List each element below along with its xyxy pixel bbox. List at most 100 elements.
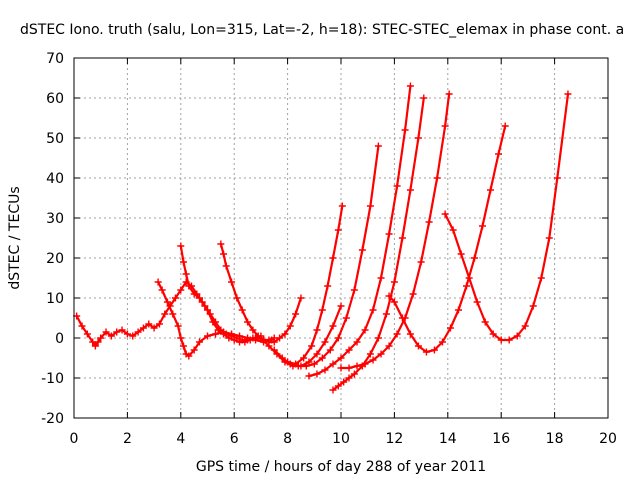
data-point — [321, 338, 329, 346]
data-point — [154, 278, 162, 286]
data-point — [350, 286, 358, 294]
data-point — [310, 360, 318, 368]
data-point — [337, 354, 345, 362]
data-point — [377, 274, 385, 282]
data-point — [471, 254, 478, 262]
series-1 — [73, 278, 265, 350]
data-point — [414, 134, 422, 142]
data-point — [177, 334, 185, 342]
x-tick-label: 18 — [546, 431, 564, 447]
data-point — [174, 322, 182, 330]
x-tick-label: 14 — [439, 431, 457, 447]
x-tick-label: 4 — [176, 431, 185, 447]
series-7 — [270, 142, 382, 370]
data-point — [286, 360, 294, 368]
data-point — [457, 250, 465, 258]
series-line — [444, 92, 570, 342]
data-point — [441, 122, 449, 130]
data-point — [353, 338, 361, 346]
data-point — [497, 336, 505, 344]
data-point — [244, 318, 252, 326]
data-point — [564, 90, 572, 98]
data-series — [73, 82, 572, 394]
data-point — [366, 202, 374, 210]
data-point — [318, 306, 326, 314]
data-point — [281, 330, 289, 338]
series-9 — [329, 94, 428, 394]
data-point — [441, 210, 449, 218]
data-point — [206, 310, 214, 318]
data-point — [345, 346, 353, 354]
data-point — [107, 332, 115, 340]
data-point — [83, 330, 91, 338]
data-point — [249, 326, 257, 334]
data-point — [369, 356, 377, 364]
data-point — [270, 338, 278, 346]
data-point — [553, 174, 561, 182]
data-point — [334, 334, 342, 342]
data-point — [195, 294, 203, 302]
data-point — [417, 258, 425, 266]
tick-labels: 0 2 4 6 8 10 12 14 16 18 20 -20 -10 0 10 20 30 40 50 60 70 — [41, 51, 617, 447]
data-point — [473, 298, 481, 306]
y-axis-label: dSTEC / TECUs — [7, 186, 23, 289]
series-8 — [305, 82, 414, 380]
data-point — [324, 282, 332, 290]
data-point — [278, 354, 286, 362]
data-point — [393, 182, 401, 190]
data-point — [374, 142, 382, 150]
data-point — [297, 294, 305, 302]
data-point — [169, 310, 177, 318]
data-point — [329, 386, 337, 394]
data-point — [513, 332, 521, 340]
y-tick-label: 50 — [46, 131, 64, 147]
x-tick-label: 2 — [123, 431, 132, 447]
data-point — [481, 318, 489, 326]
data-point — [340, 378, 348, 386]
data-point — [342, 314, 350, 322]
x-tick-label: 10 — [332, 431, 350, 447]
data-point — [302, 362, 310, 370]
data-point — [155, 320, 163, 328]
data-point — [479, 222, 487, 230]
data-point — [430, 346, 438, 354]
data-point — [217, 326, 225, 334]
data-point — [326, 346, 334, 354]
series-line — [307, 84, 412, 378]
data-point — [123, 330, 131, 338]
data-point — [406, 330, 414, 338]
data-point — [220, 250, 228, 258]
data-point — [118, 326, 126, 334]
data-point — [425, 218, 433, 226]
data-point — [179, 258, 187, 266]
chart-title: dSTEC Iono. truth (salu, Lon=315, Lat=-2… — [20, 22, 624, 38]
data-point — [102, 328, 110, 336]
data-point — [369, 306, 377, 314]
data-point — [329, 322, 337, 330]
x-tick-label: 8 — [283, 431, 292, 447]
data-point — [374, 334, 382, 342]
series-10 — [337, 90, 453, 372]
data-point — [163, 298, 171, 306]
y-tick-label: 0 — [55, 331, 64, 347]
data-point — [313, 370, 321, 378]
data-point — [134, 328, 142, 336]
data-point — [321, 366, 329, 374]
series-3 — [177, 242, 278, 344]
x-tick-label: 20 — [599, 431, 617, 447]
data-point — [337, 364, 345, 372]
y-tick-label: 40 — [46, 171, 64, 187]
data-point — [521, 322, 529, 330]
data-point — [409, 290, 417, 298]
y-tick-label: 70 — [46, 51, 64, 67]
data-point — [177, 286, 185, 294]
data-point — [222, 262, 230, 270]
y-tick-label: 10 — [46, 291, 64, 307]
data-point — [294, 362, 302, 370]
series-line — [219, 242, 302, 344]
data-point — [190, 346, 198, 354]
data-point — [276, 334, 284, 342]
data-point — [501, 122, 509, 130]
data-point — [449, 226, 457, 234]
data-point — [545, 234, 553, 242]
